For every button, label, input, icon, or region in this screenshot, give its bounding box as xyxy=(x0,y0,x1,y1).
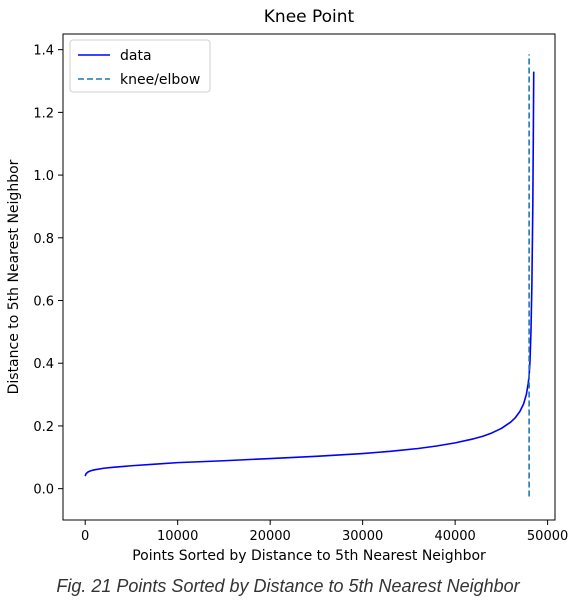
y-tick-label: 0.4 xyxy=(33,357,54,372)
y-tick-label: 0.0 xyxy=(33,483,54,498)
y-axis-label: Distance to 5th Nearest Neighbor xyxy=(6,159,22,394)
chart-title: Knee Point xyxy=(264,7,355,27)
y-tick-label: 0.6 xyxy=(33,295,54,310)
y-tick-label: 1.0 xyxy=(33,169,54,184)
x-axis-label: Points Sorted by Distance to 5th Nearest… xyxy=(132,548,486,564)
x-tick-label: 30000 xyxy=(342,529,383,544)
plot-frame xyxy=(62,33,556,521)
x-tick-label: 20000 xyxy=(249,529,290,544)
x-tick-label: 10000 xyxy=(157,529,198,544)
legend: data knee/elbow xyxy=(69,39,211,93)
x-tick-label: 50000 xyxy=(527,529,568,544)
y-tick-label: 0.8 xyxy=(33,232,54,247)
y-tick-label: 1.2 xyxy=(33,106,54,121)
y-tick-label: 1.4 xyxy=(33,44,54,59)
legend-label-data: data xyxy=(120,48,152,64)
x-tick-label: 40000 xyxy=(434,529,475,544)
legend-label-knee-elbow: knee/elbow xyxy=(120,72,200,88)
figure-caption: Fig. 21 Points Sorted by Distance to 5th… xyxy=(56,576,520,596)
knee-point-chart: 0 10000 20000 30000 40000 50000 0.0 0.2 0.4 0.6 0.… xyxy=(6,7,568,564)
x-tick-label: 0 xyxy=(81,529,89,544)
data-line xyxy=(84,71,535,477)
y-tick-label: 0.2 xyxy=(33,420,54,435)
